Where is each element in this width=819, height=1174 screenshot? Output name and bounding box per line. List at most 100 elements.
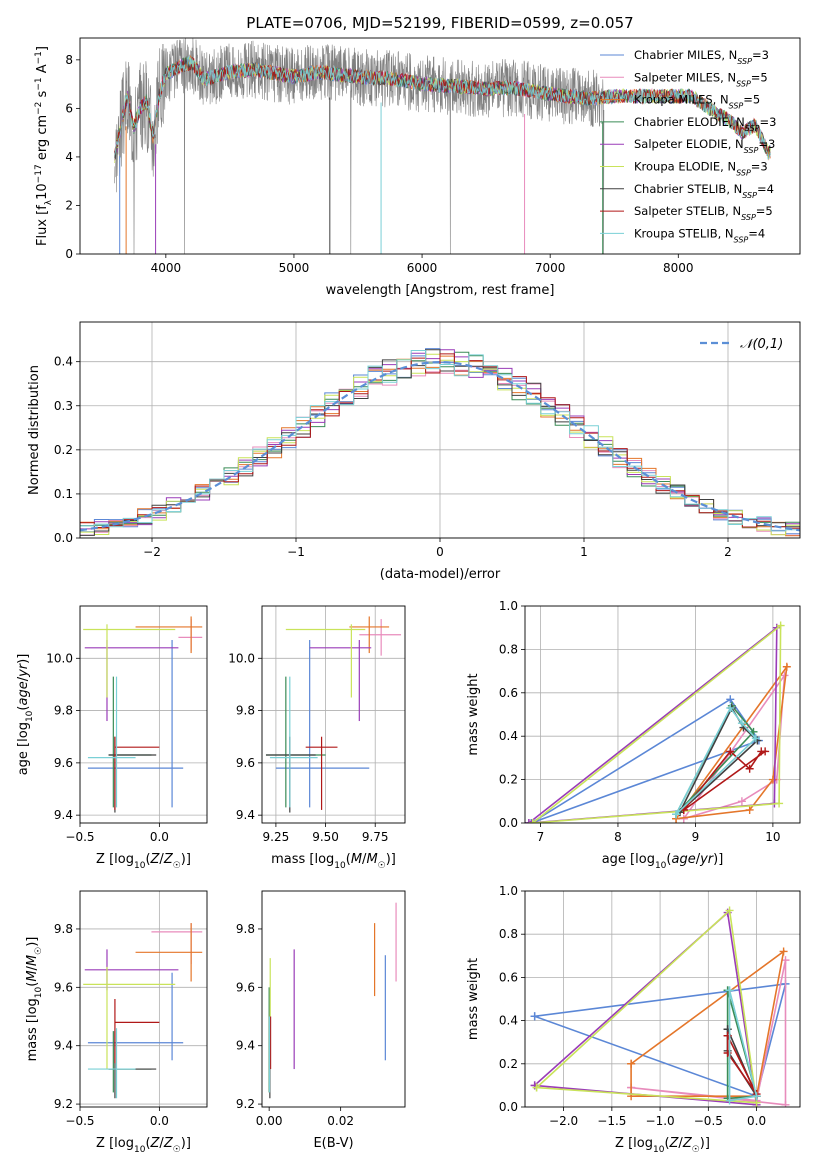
label-part: ☉ — [378, 861, 386, 871]
label-part: ( — [25, 982, 40, 987]
label-part: 10 — [34, 986, 44, 998]
weight-marker — [775, 799, 784, 808]
errorbar-point — [108, 1031, 157, 1099]
errorbar-point — [87, 1028, 136, 1099]
y-tick-label: 0.2 — [54, 443, 73, 457]
weight-marker — [532, 1083, 541, 1092]
weight-series — [534, 982, 787, 1098]
errorbar-point — [265, 736, 316, 813]
x-tick-label: 9.50 — [312, 830, 339, 844]
legend-text: Chabrier MILES, N — [634, 48, 737, 62]
x-tick-label: 1 — [580, 545, 588, 559]
plot-area — [114, 38, 771, 254]
y-axis-label: mass [log10(M/M☉)] — [25, 937, 44, 1062]
weight-series — [536, 908, 758, 1104]
weight-marker — [781, 1100, 790, 1107]
label-part: yr — [699, 852, 715, 867]
label-part: 10 — [25, 710, 35, 722]
y-tick-label: 0.2 — [499, 773, 518, 787]
y-tick-label: 0.0 — [54, 531, 73, 545]
legend-sub: SSP — [734, 235, 749, 244]
x-axis-label: Z [log10(Z/Z☉)] — [615, 1136, 710, 1155]
axes-frame — [524, 890, 801, 1108]
label-part: mass [log — [271, 852, 334, 867]
label-part: / — [25, 965, 40, 970]
legend-label: Kroupa ELODIE, NSSP=3 — [634, 160, 768, 178]
x-tick-label: −1.5 — [597, 1114, 626, 1128]
errorbar-point — [108, 736, 157, 813]
y-tick-label: 9.6 — [54, 980, 73, 994]
x-tick-label: 4000 — [151, 261, 182, 275]
weight-series — [728, 990, 758, 1102]
y-tick-label: 9.2 — [236, 1097, 255, 1111]
weight-marker — [528, 819, 537, 823]
errorbar-point — [349, 616, 390, 654]
weight-series — [683, 750, 768, 811]
label-part: wavelength [Angstrom, rest frame] — [326, 283, 555, 298]
label-part: age [log — [16, 722, 31, 775]
label-part: Z — [682, 1136, 693, 1151]
label-part: ( — [16, 706, 31, 711]
label-part: Z [log — [96, 852, 134, 867]
legend-item: Kroupa STELIB, NSSP=4 — [600, 226, 765, 244]
x-axis-label: E(B-V) — [313, 1136, 353, 1151]
label-part: Z — [163, 852, 174, 867]
legend-label: Kroupa MILES, NSSP=5 — [634, 93, 760, 111]
x-axis-label: age [log10(age/yr)] — [602, 852, 724, 871]
y-tick-label: 0.4 — [499, 1014, 518, 1028]
errorbar-point — [178, 619, 203, 651]
plot-area — [80, 891, 207, 1107]
axes-frame — [261, 605, 406, 824]
y-tick-label: 9.4 — [54, 808, 73, 822]
label-part: )] — [713, 852, 723, 867]
axes-frame — [79, 605, 208, 824]
errorbar-point — [309, 639, 372, 722]
y-tick-label: 4 — [65, 150, 73, 164]
x-tick-label: 9 — [692, 830, 700, 844]
errorbar-point — [305, 736, 338, 810]
legend-suffix: =5 — [743, 93, 760, 107]
x-tick-label: 9.25 — [263, 830, 290, 844]
label-part: Z [log — [615, 1136, 653, 1151]
weight-marker — [525, 819, 533, 823]
weight-series — [532, 623, 782, 823]
legend-suffix: =5 — [751, 70, 768, 84]
x-tick-label: 9.75 — [362, 830, 389, 844]
weight-marker — [737, 797, 746, 806]
legend-sub: SSP — [736, 79, 751, 88]
x-tick-label: −0.5 — [65, 830, 94, 844]
legend-suffix: =3 — [751, 160, 768, 174]
label-part: / — [362, 852, 367, 867]
axes-mass_vs_Z: −0.5 0.09.29.49.69.8Z [log10(Z/Z☉)]mass [… — [25, 890, 208, 1155]
label-part: Z — [150, 852, 161, 867]
legend-item: Chabrier STELIB, NSSP=4 — [600, 182, 774, 199]
label-part: M — [25, 970, 40, 981]
weight-series — [534, 911, 758, 1106]
errorbar-point — [84, 639, 179, 722]
y-tick-label: 0.2 — [499, 1057, 518, 1071]
label-part: Z — [669, 1136, 680, 1151]
label-part: ( — [145, 852, 150, 867]
y-tick-label: 10.0 — [46, 651, 73, 665]
weight-marker — [782, 662, 791, 671]
label-part: ☉ — [173, 1145, 181, 1155]
weight-marker — [725, 906, 734, 915]
weight-marker — [627, 1059, 636, 1068]
label-part: Z — [163, 1136, 174, 1151]
legend-suffix: =5 — [756, 204, 773, 218]
legend-sub: SSP — [737, 57, 752, 66]
weight-marker — [751, 734, 760, 743]
x-tick-label: 10 — [765, 830, 780, 844]
label-part: )] — [700, 1136, 710, 1151]
legend-sub: SSP — [736, 168, 751, 177]
x-tick-label: 0.0 — [150, 1114, 169, 1128]
errorbar-point — [87, 676, 136, 808]
weight-marker — [726, 703, 735, 712]
y-tick-label: 6 — [65, 101, 73, 115]
y-tick-label: 9.4 — [236, 808, 255, 822]
y-tick-label: 10.0 — [228, 651, 255, 665]
y-tick-label: 9.6 — [236, 756, 255, 770]
legend-suffix: =3 — [758, 137, 775, 151]
label-part: / — [16, 676, 31, 681]
y-tick-label: 9.6 — [236, 980, 255, 994]
